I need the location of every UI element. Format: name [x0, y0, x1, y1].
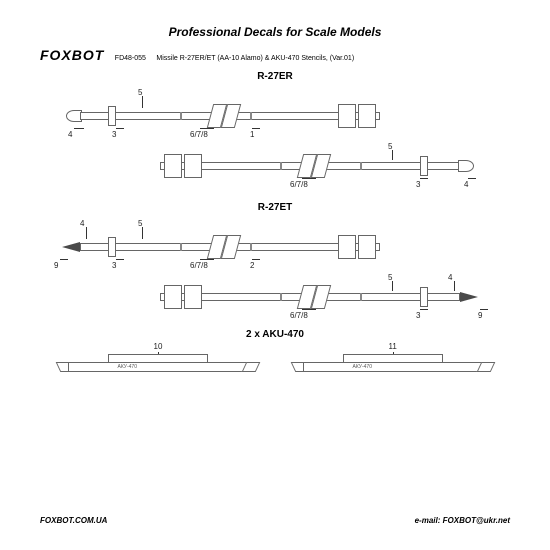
missile-er-bottom: 6/7/8 5 3 4 [40, 142, 510, 196]
missile-er-top: 4 3 5 6/7/8 1 [40, 86, 510, 140]
section-title-er: R-27ER [40, 71, 510, 82]
callout-10: 10 [154, 342, 163, 351]
brand-row: FOXBOT FD48-055 Missile R-27ER/ET (AA-10… [40, 47, 510, 65]
callout-4: 4 [80, 219, 84, 228]
pylon-label: АКУ-470 [353, 364, 373, 370]
missile-et-bottom: 6/7/8 5 3 4 9 [40, 273, 510, 327]
callout-1: 1 [250, 130, 254, 139]
footer-url: FOXBOT.COM.UA [40, 516, 107, 525]
callout-678: 6/7/8 [290, 311, 308, 320]
callout-2: 2 [250, 261, 254, 270]
callout-3: 3 [112, 130, 116, 139]
callout-3: 3 [416, 311, 420, 320]
footer-email: FOXBOT@ukr.net [443, 516, 510, 525]
missile-et-top: 9 4 3 5 6/7/8 2 [40, 217, 510, 271]
page-title: Professional Decals for Scale Models [40, 25, 510, 39]
brand-logo: FOXBOT [40, 47, 104, 63]
section-title-et: R-27ET [40, 202, 510, 213]
product-description: Missile R-27ER/ET (AA-10 Alamo) & AKU-47… [156, 55, 354, 62]
callout-4: 4 [68, 130, 72, 139]
pylon-right: 11 АКУ-470 [293, 348, 493, 374]
product-code: FD48-055 [115, 55, 146, 62]
callout-3: 3 [416, 180, 420, 189]
callout-9: 9 [54, 261, 58, 270]
callout-678: 6/7/8 [290, 180, 308, 189]
pylon-left: 10 АКУ-470 [58, 348, 258, 374]
pylon-label: АКУ-470 [118, 364, 138, 370]
footer-email-label: e-mail: [415, 516, 441, 525]
footer: FOXBOT.COM.UA e-mail: FOXBOT@ukr.net [40, 516, 510, 525]
callout-11: 11 [389, 342, 397, 351]
callout-3: 3 [112, 261, 116, 270]
callout-9: 9 [478, 311, 482, 320]
callout-678: 6/7/8 [190, 130, 208, 139]
decal-sheet: Professional Decals for Scale Models FOX… [40, 25, 510, 525]
callout-678: 6/7/8 [190, 261, 208, 270]
section-title-aku: 2 x AKU-470 [40, 329, 510, 340]
pylon-row: 10 АКУ-470 11 АКУ-470 [40, 344, 510, 378]
callout-4: 4 [448, 273, 452, 282]
callout-4: 4 [464, 180, 468, 189]
